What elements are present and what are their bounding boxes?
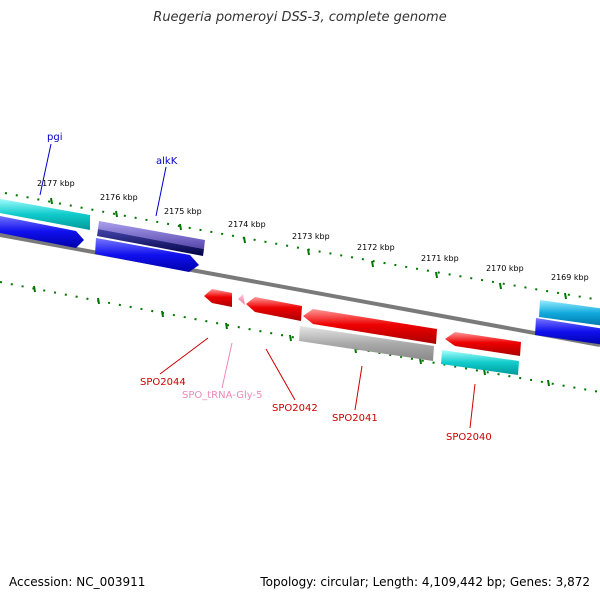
leader-alkK (155, 166, 167, 217)
major-ticks-forward (50, 197, 567, 300)
tick-2175 (179, 223, 182, 231)
gene-labels: pgi alkK SPO2044 SPO_tRNA-Gly-5 SPO2042 … (47, 132, 492, 443)
tick-label-2173: 2173 kbp (292, 232, 330, 241)
tick-2171 (435, 271, 438, 279)
feature-SPO2042-cds[interactable] (246, 297, 302, 321)
feature-SPO2041-gene[interactable] (299, 326, 434, 361)
label-SPO2040[interactable]: SPO2040 (446, 432, 492, 443)
feature-SPO2044-cds[interactable] (204, 289, 232, 307)
label-pgi[interactable]: pgi (47, 132, 62, 143)
tick-2172 (371, 260, 374, 268)
feature-pgi-gene[interactable] (0, 198, 90, 230)
accession-text: Accession: NC_003911 (9, 575, 146, 589)
major-ticks-reverse (33, 285, 550, 387)
genome-backbone (0, 232, 600, 347)
tick-label-2174: 2174 kbp (228, 220, 266, 229)
tick-label-2176: 2176 kbp (100, 193, 138, 202)
feature-pgi-cds[interactable] (0, 215, 84, 248)
tick-2177 (50, 197, 53, 205)
feature-right-cds[interactable] (535, 318, 600, 345)
tick-2169 (564, 292, 567, 300)
label-SPO_tRNA-Gly-5[interactable]: SPO_tRNA-Gly-5 (182, 390, 262, 401)
map-title: Ruegeria pomeroyi DSS-3, complete genome (153, 10, 447, 25)
leader-pgi (39, 143, 52, 196)
label-SPO2044[interactable]: SPO2044 (140, 377, 186, 388)
leader-SPO2044 (159, 337, 209, 375)
tick-2176 (115, 210, 118, 218)
label-leaders (39, 143, 476, 429)
leader-SPO2041 (354, 365, 363, 411)
label-alkK[interactable]: alkK (156, 156, 178, 167)
feature-tRNA-Gly-5[interactable] (238, 294, 245, 305)
feature-SPO2040-cds[interactable] (445, 332, 521, 356)
feature-alkK-gene-dark[interactable] (97, 229, 204, 256)
scale-ring-forward (4, 192, 600, 301)
feature-SPO2040-gene[interactable] (441, 350, 519, 375)
feature-SPO2041-cds[interactable] (303, 309, 437, 344)
feature-alkK-cds[interactable] (95, 238, 199, 272)
feature-alkK-gene[interactable] (98, 221, 205, 249)
leader-SPO2040 (469, 383, 476, 429)
label-SPO2042[interactable]: SPO2042 (272, 403, 318, 414)
leader-tRNA (221, 342, 233, 389)
feature-right-gene[interactable] (539, 300, 600, 326)
tick-label-2169: 2169 kbp (551, 273, 589, 282)
tick-label-2171: 2171 kbp (421, 254, 459, 263)
label-SPO2041[interactable]: SPO2041 (332, 413, 378, 424)
tick-2170 (499, 282, 502, 290)
leader-SPO2042 (265, 348, 296, 401)
tick-label-2175: 2175 kbp (164, 207, 202, 216)
tick-label-2172: 2172 kbp (357, 243, 395, 252)
scale-labels: 2177 kbp 2176 kbp 2175 kbp 2174 kbp 2173… (37, 179, 589, 282)
tick-label-2170: 2170 kbp (486, 264, 524, 273)
tick-2173 (307, 248, 310, 256)
tick-label-2177: 2177 kbp (37, 179, 75, 188)
genome-summary-text: Topology: circular; Length: 4,109,442 bp… (260, 575, 590, 589)
tick-2174 (243, 236, 246, 244)
